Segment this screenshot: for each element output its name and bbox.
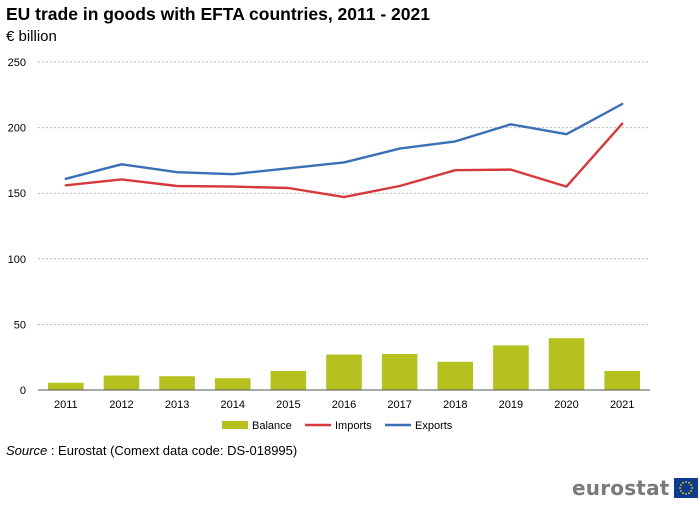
bar-balance: [48, 382, 84, 390]
y-tick-label: 0: [20, 385, 26, 397]
y-tick-label: 200: [8, 123, 26, 135]
bar-balance: [604, 370, 640, 390]
chart-plot: 0 50 100 150 200 250 2011 2012 2013 2014 2015 2016 2…: [8, 57, 650, 432]
x-tick-label: 2012: [109, 399, 133, 411]
x-tick-label: 2011: [54, 399, 78, 411]
source-text: : Eurostat (Comext data code: DS-018995): [47, 443, 298, 458]
eurostat-logo: eurostat: [572, 477, 698, 499]
chart-unit-label: € billion: [6, 28, 57, 45]
bar-balance: [381, 353, 418, 390]
x-tick-label: 2016: [332, 399, 356, 411]
bar-balance: [493, 345, 529, 390]
bar-balance: [437, 361, 474, 390]
bar-balance: [214, 378, 251, 390]
x-tick-label: 2013: [165, 399, 189, 411]
x-tick-label: 2021: [610, 399, 634, 411]
x-tick-label: 2018: [443, 399, 467, 411]
x-tick-label: 2020: [554, 399, 578, 411]
legend-label-imports: Imports: [335, 420, 372, 432]
y-tick-label: 150: [8, 188, 26, 200]
y-tick-label: 250: [8, 57, 26, 69]
legend-label-balance: Balance: [252, 420, 292, 432]
line-imports: [64, 122, 624, 199]
x-tick-label: 2015: [276, 399, 300, 411]
legend-label-exports: Exports: [415, 420, 453, 432]
legend-swatch-balance: [222, 421, 248, 429]
chart-title: EU trade in goods with EFTA countries, 2…: [6, 4, 430, 24]
eurostat-logo-text: eurostat: [572, 476, 670, 500]
source-label: Source: [6, 443, 48, 458]
x-tick-label: 2014: [220, 399, 244, 411]
x-tick-label: 2019: [499, 399, 523, 411]
y-tick-label: 100: [8, 254, 26, 266]
bar-balance: [548, 338, 585, 390]
bar-balance: [159, 376, 195, 390]
eu-flag-icon: [673, 478, 698, 498]
bar-balance: [326, 354, 362, 390]
line-exports: [64, 102, 624, 180]
source-note: Source : Eurostat (Comext data code: DS-…: [6, 443, 297, 458]
bar-balance: [103, 375, 140, 390]
y-tick-label: 50: [14, 319, 26, 331]
bar-balance: [270, 370, 307, 390]
x-tick-label: 2017: [387, 399, 411, 411]
